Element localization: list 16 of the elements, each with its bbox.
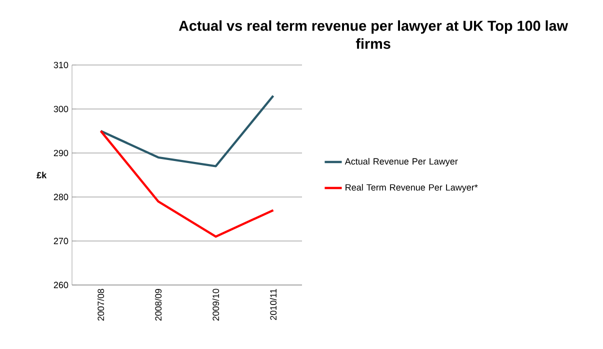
x-tick-label: 2009/10 <box>212 288 220 321</box>
legend-label: Real Term Revenue Per Lawyer* <box>346 184 478 192</box>
line-series <box>100 130 274 238</box>
y-tick-label: 290 <box>54 150 68 156</box>
y-tick-label: 260 <box>54 282 68 288</box>
legend-label: Actual Revenue Per Lawyer <box>344 158 458 166</box>
line-series <box>100 94 274 168</box>
y-tick-label: 300 <box>54 106 68 112</box>
y-axis-title: £k <box>36 172 47 178</box>
y-tick-label: 310 <box>54 62 68 68</box>
x-tick-label: 2010/11 <box>270 288 277 320</box>
y-tick-label: 270 <box>54 238 68 244</box>
text: Actual vs real term revenue per lawyer at UK Top 100 law firms <box>178 20 568 49</box>
x-tick-label: 2008/09 <box>154 288 162 321</box>
x-tick-label: 2007/08 <box>97 288 104 321</box>
y-tick-label: 280 <box>54 194 68 200</box>
